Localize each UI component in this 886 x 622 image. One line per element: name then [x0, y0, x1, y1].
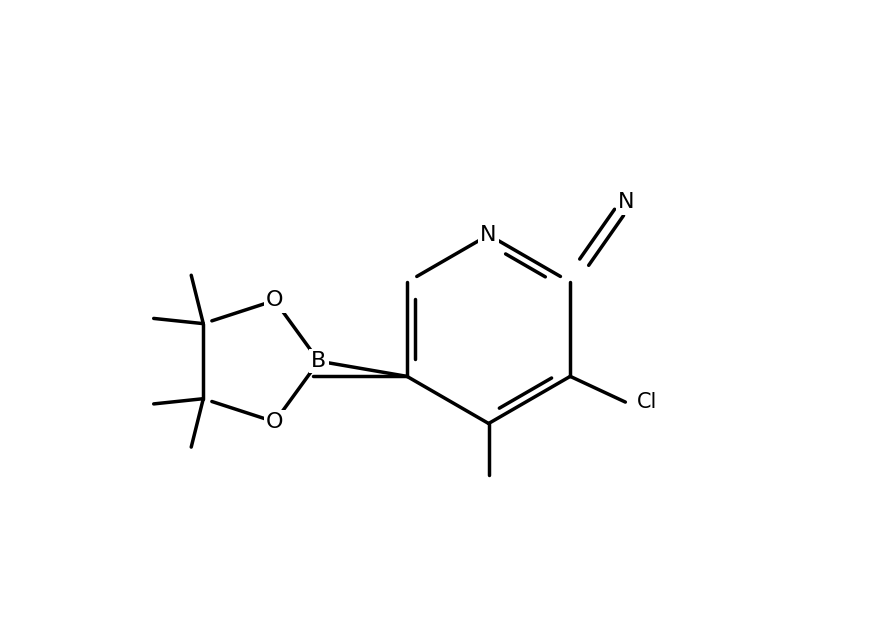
Text: B: B: [311, 351, 326, 371]
Text: Cl: Cl: [636, 392, 657, 412]
Text: O: O: [266, 412, 284, 432]
Text: N: N: [480, 225, 497, 245]
Text: O: O: [266, 290, 284, 310]
Text: N: N: [618, 192, 634, 213]
